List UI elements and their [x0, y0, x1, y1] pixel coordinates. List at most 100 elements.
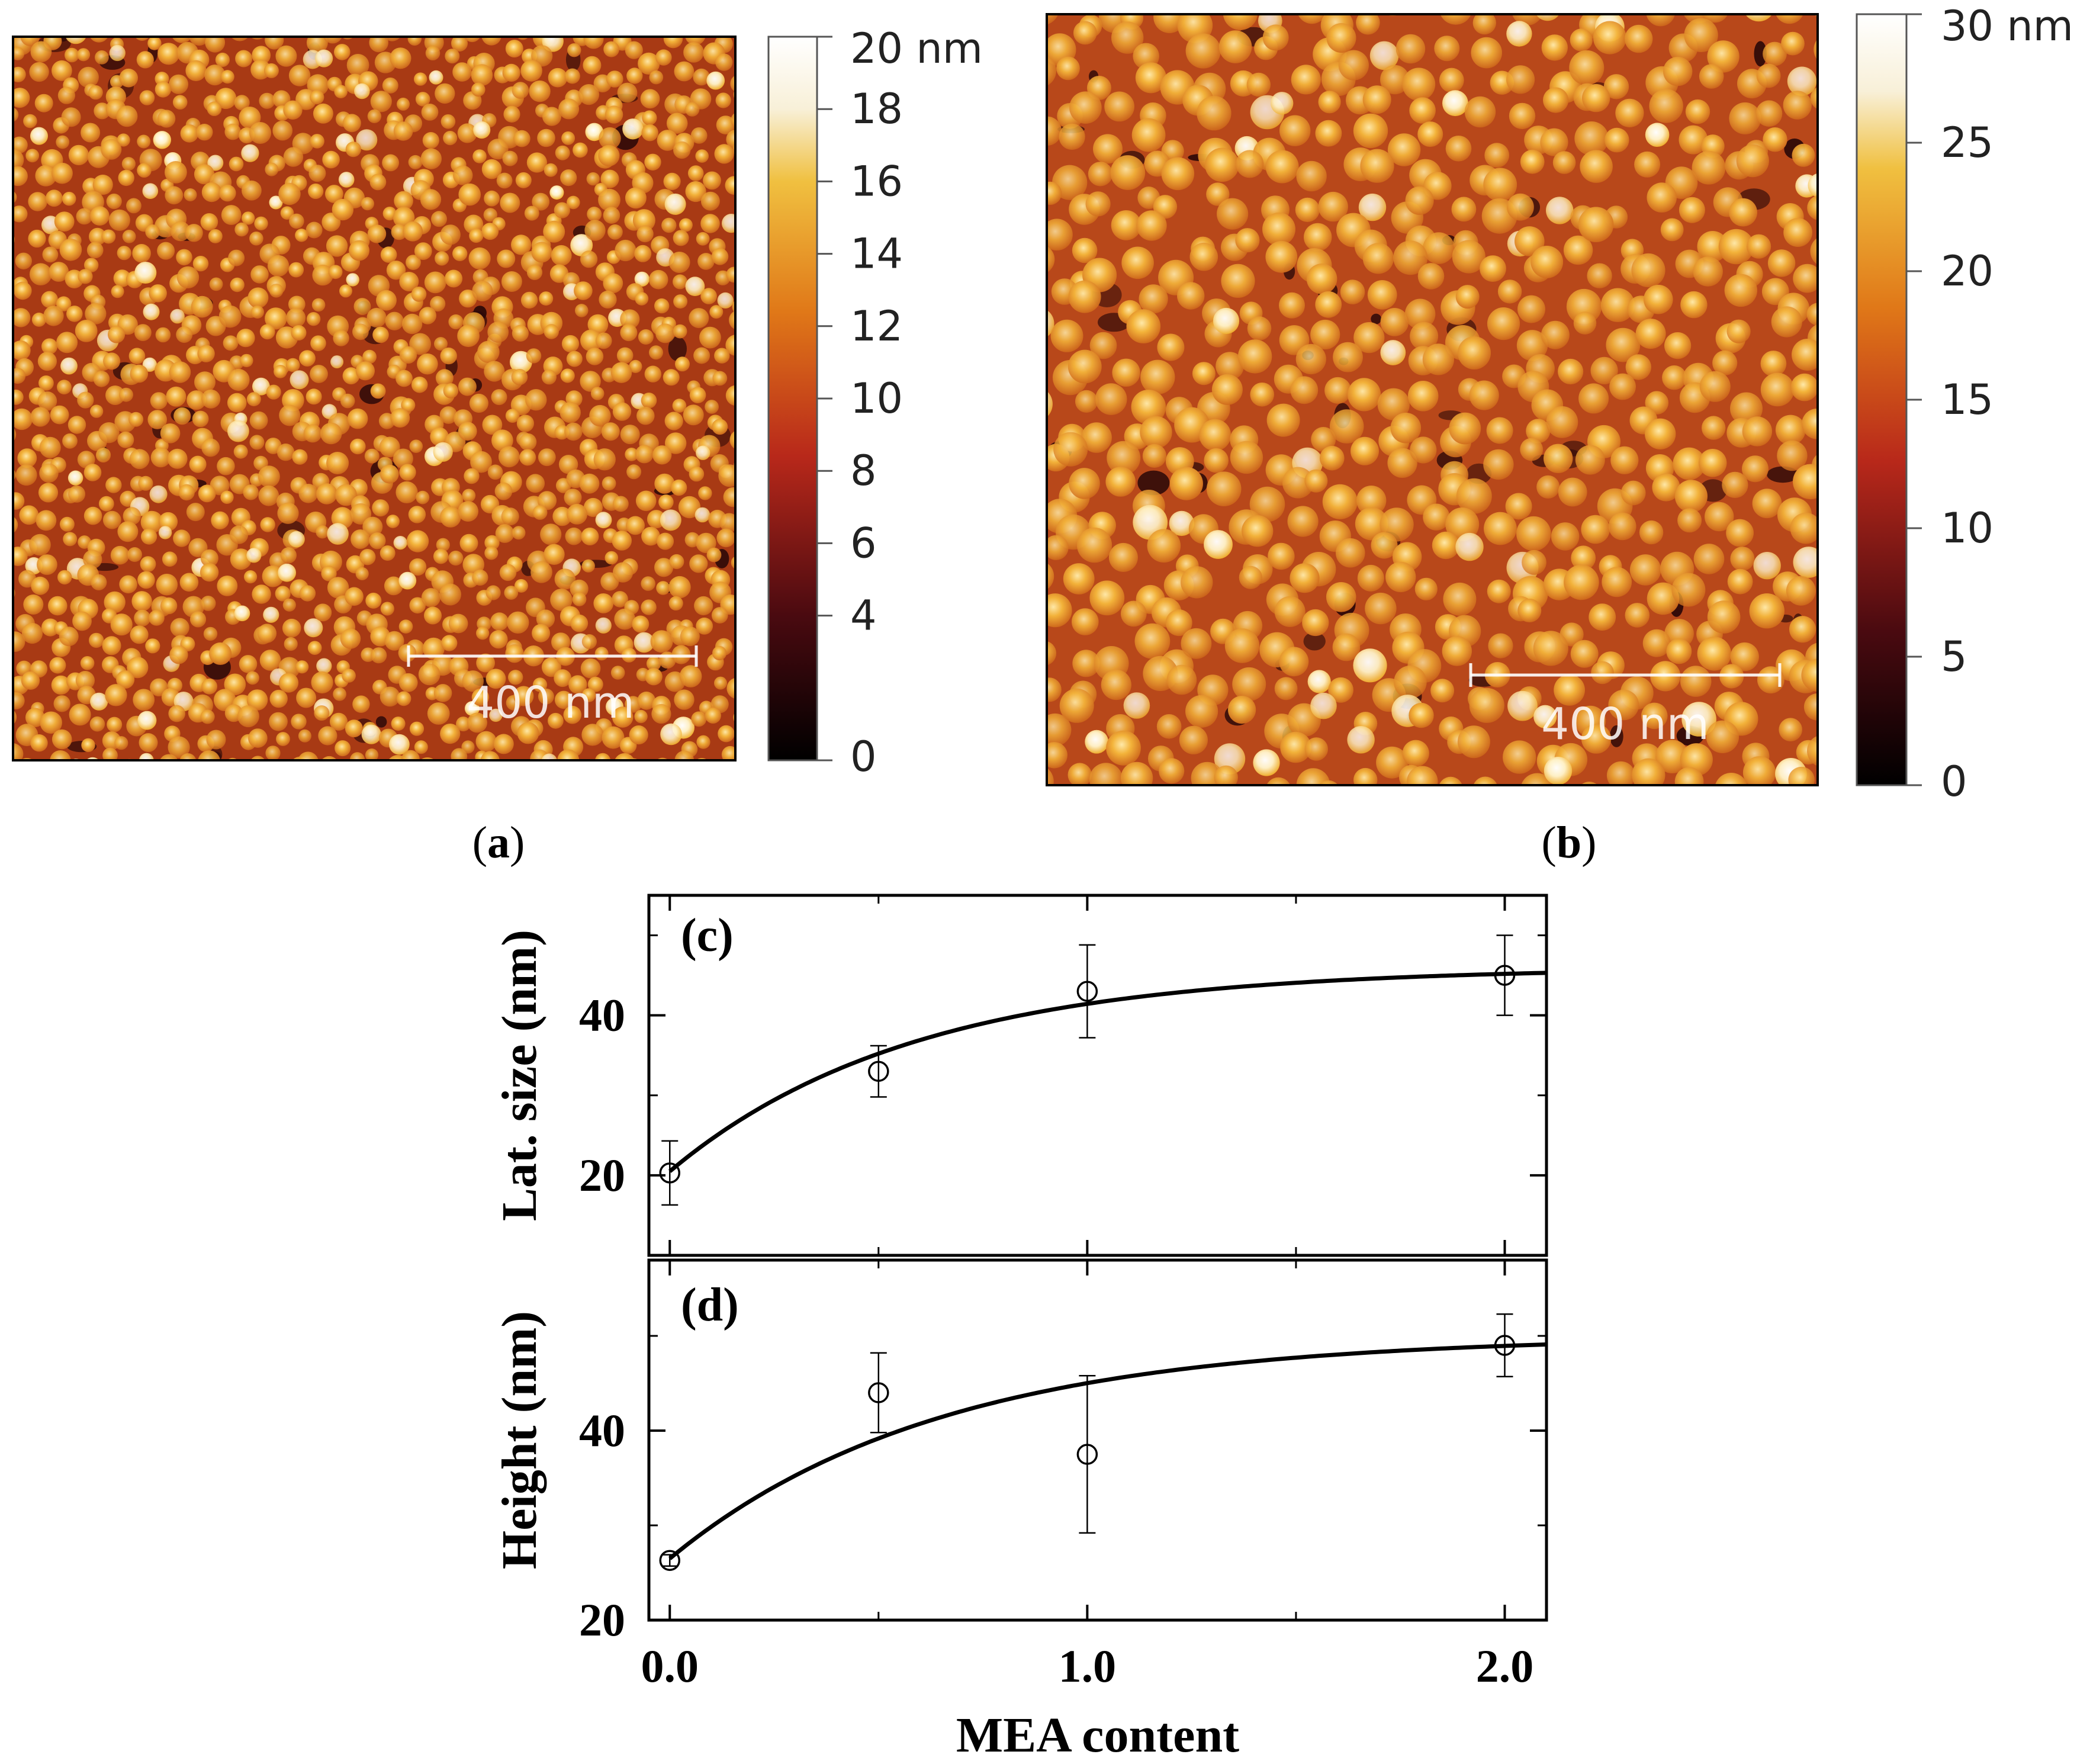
afm-a-grain — [211, 511, 229, 529]
afm-a-grain — [641, 526, 660, 546]
afm-a-grain — [394, 191, 413, 211]
afm-b-grain — [1047, 677, 1062, 702]
afm-a-grain — [711, 607, 728, 624]
afm-a-grain — [13, 743, 24, 760]
afm-a-grain — [334, 44, 351, 60]
afm-b-grain — [1540, 128, 1568, 156]
afm-b-grain — [1324, 377, 1352, 404]
afm-a-grain — [65, 47, 79, 63]
afm-a-grain — [636, 406, 655, 425]
chart-c-fit-line — [668, 971, 1547, 1173]
afm-a-grain — [356, 129, 378, 151]
afm-a-grain — [178, 484, 195, 501]
afm-a-grain — [715, 92, 731, 108]
afm-a-grain — [440, 506, 461, 528]
afm-a-grain — [23, 594, 44, 615]
afm-a-grain — [399, 464, 416, 481]
afm-b-grain — [1407, 766, 1438, 785]
afm-a-grain — [30, 407, 50, 427]
afm-a-grain — [439, 583, 461, 606]
afm-a-grain — [390, 408, 410, 428]
afm-a-grain — [61, 107, 81, 127]
afm-a-grain — [13, 166, 28, 187]
afm-a-grain — [663, 369, 680, 386]
afm-a-grain — [391, 224, 407, 240]
afm-a-grain — [298, 484, 318, 503]
afm-b-grain — [1685, 99, 1710, 124]
afm-b-grain — [1120, 761, 1153, 785]
afm-b-grain — [1541, 320, 1570, 349]
afm-a-grain — [224, 673, 246, 696]
afm-a-grain — [116, 105, 138, 127]
afm-b-grain — [1570, 28, 1593, 52]
afm-a-grain — [554, 669, 572, 687]
afm-b-grain — [1181, 566, 1213, 599]
afm-a-grain — [420, 148, 442, 169]
afm-a-grain — [744, 378, 763, 396]
afm-b-grain — [1290, 563, 1320, 593]
afm-a-grain — [398, 619, 413, 634]
afm-b-grain — [1578, 383, 1609, 414]
afm-b-grain — [1266, 777, 1291, 785]
afm-a-grain — [712, 371, 728, 386]
afm-a-grain — [399, 272, 419, 291]
afm-b-grain — [1543, 87, 1569, 113]
afm-a-grain — [299, 350, 316, 367]
afm-a-grain — [519, 449, 536, 466]
data-point — [868, 1382, 889, 1403]
afm-a-grain — [150, 447, 171, 468]
afm-a-grain — [289, 213, 304, 229]
afm-a-grain — [30, 127, 48, 145]
afm-a-grain — [602, 726, 625, 749]
afm-a-grain — [548, 68, 568, 88]
afm-a-grain — [105, 385, 125, 405]
afm-a-grain — [17, 448, 37, 468]
afm-a-grain — [628, 21, 643, 36]
afm-a-grain — [726, 129, 735, 150]
afm-b-grain — [1729, 198, 1758, 227]
afm-a-grain — [342, 367, 360, 385]
chart-c: 20 40 (c) Lat. size (nm) — [492, 894, 1548, 1257]
afm-a-grain — [573, 142, 588, 158]
afm-a-grain — [102, 747, 118, 760]
afm-a-grain — [689, 387, 706, 403]
colorbar-tick-label: 14 — [850, 230, 903, 278]
afm-a-grain — [54, 211, 75, 232]
afm-a-grain — [497, 249, 516, 268]
afm-a-grain — [668, 596, 683, 611]
afm-a-grain — [137, 571, 155, 589]
afm-a-grain — [168, 705, 186, 722]
afm-a-grain — [338, 172, 355, 188]
afm-a-grain — [511, 234, 532, 255]
afm-a-grain — [252, 377, 270, 396]
afm-b-grain — [1671, 573, 1706, 607]
afm-b-grain — [1112, 358, 1140, 387]
afm-b-grain — [1707, 600, 1741, 634]
afm-a-grain — [131, 591, 152, 612]
afm-a-grain — [314, 603, 332, 622]
afm-b-grain — [1742, 416, 1773, 446]
afm-a-grain — [110, 545, 130, 565]
afm-a-grain — [485, 669, 506, 689]
afm-a-grain — [384, 631, 404, 651]
afm-a-grain — [310, 134, 324, 149]
afm-panel-a: 400 nm 20 nm 18 16 14 12 10 8 6 4 0 — [12, 21, 983, 781]
afm-a-grain — [464, 701, 480, 716]
afm-a-grain — [730, 75, 735, 92]
afm-a-grain — [311, 671, 333, 694]
afm-b-grain — [1487, 307, 1520, 340]
data-point — [659, 1550, 681, 1571]
afm-a-grain — [285, 358, 300, 372]
afm-b-pit — [1137, 470, 1170, 496]
afm-a-grain — [475, 731, 497, 752]
afm-a-grain — [578, 84, 600, 105]
afm-a-grain — [580, 250, 598, 268]
afm-b-grain — [1439, 776, 1462, 785]
afm-a-grain — [484, 361, 505, 382]
afm-b-grain — [1059, 123, 1085, 150]
afm-b-grain — [1358, 193, 1387, 221]
afm-b-grain — [1786, 576, 1816, 606]
afm-b-grain — [1047, 219, 1073, 250]
afm-a-grain — [656, 581, 670, 595]
afm-b-grain — [1783, 91, 1812, 120]
